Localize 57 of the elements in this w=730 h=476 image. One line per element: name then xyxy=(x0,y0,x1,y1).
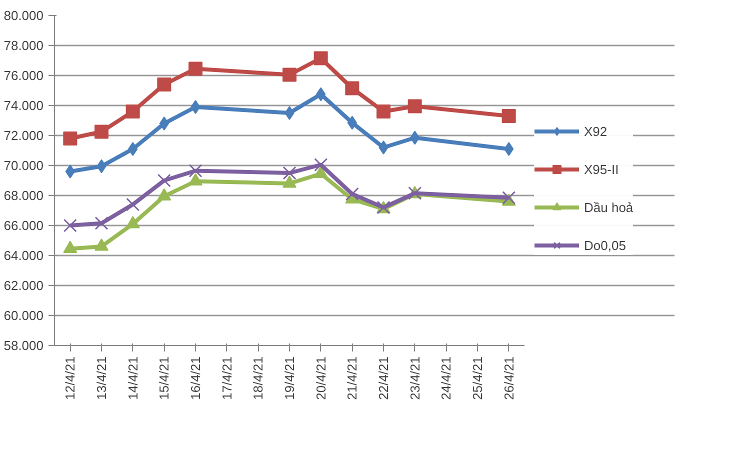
point xyxy=(94,124,108,139)
x-tick-label: 21/4/21 xyxy=(344,356,360,400)
point xyxy=(188,164,202,178)
x-tick-label: 24/4/21 xyxy=(438,356,454,400)
y-tick-label: 70.000 xyxy=(4,158,44,173)
x-tick-label: 23/4/21 xyxy=(407,356,422,400)
point xyxy=(282,166,296,180)
point xyxy=(378,140,388,154)
y-tick-label: 74.000 xyxy=(4,98,44,113)
y-tick-label: 64.000 xyxy=(4,248,44,263)
point xyxy=(408,99,422,114)
point xyxy=(376,104,390,118)
point xyxy=(502,190,516,205)
point xyxy=(284,106,294,120)
point xyxy=(159,116,169,130)
point xyxy=(345,187,359,201)
x-tick-label: 26/4/21 xyxy=(501,356,516,400)
point xyxy=(126,104,140,118)
point xyxy=(282,68,296,82)
point xyxy=(314,51,328,66)
point xyxy=(128,142,138,156)
point xyxy=(94,216,108,230)
x-tick-label: 22/4/21 xyxy=(376,356,391,400)
x-tick-label: 25/4/21 xyxy=(470,356,485,400)
x-tick-label: 12/4/21 xyxy=(62,356,78,400)
y-tick-label: 80.000 xyxy=(4,8,44,23)
y-tick-label: 76.000 xyxy=(4,68,44,83)
x-tick-label: 17/4/21 xyxy=(219,356,234,400)
y-tick-label: 78.000 xyxy=(4,38,44,53)
point xyxy=(190,100,200,114)
legend-label: Dầu hoả xyxy=(584,200,634,214)
point xyxy=(63,218,77,232)
point xyxy=(504,142,514,156)
y-tick-label: 68.000 xyxy=(4,188,44,203)
point xyxy=(188,62,202,76)
y-tick-label: 66.000 xyxy=(4,218,44,233)
x-tick-label: 14/4/21 xyxy=(125,356,140,400)
y-tick-label: 62.000 xyxy=(4,278,44,293)
point xyxy=(65,164,75,178)
x-tick-label: 19/4/21 xyxy=(282,356,297,400)
x-tick-label: 20/4/21 xyxy=(313,356,328,400)
point xyxy=(157,78,172,92)
point xyxy=(502,109,516,123)
legend-label: Do0,05 xyxy=(584,238,626,252)
x-tick-label: 13/4/21 xyxy=(94,356,109,400)
legend-label: X92 xyxy=(584,124,608,138)
y-tick-label: 60.000 xyxy=(4,308,44,323)
point xyxy=(63,240,78,254)
point xyxy=(345,81,360,96)
x-tick-label: 16/4/21 xyxy=(188,356,203,400)
x-tick-label: 15/4/21 xyxy=(156,356,172,400)
legend-label: X95-II xyxy=(584,162,619,176)
point xyxy=(157,174,171,188)
point xyxy=(63,132,78,146)
y-tick-label: 58.000 xyxy=(4,338,44,353)
y-tick-label: 72.000 xyxy=(4,128,44,143)
x-tick-label: 18/4/21 xyxy=(250,356,266,400)
